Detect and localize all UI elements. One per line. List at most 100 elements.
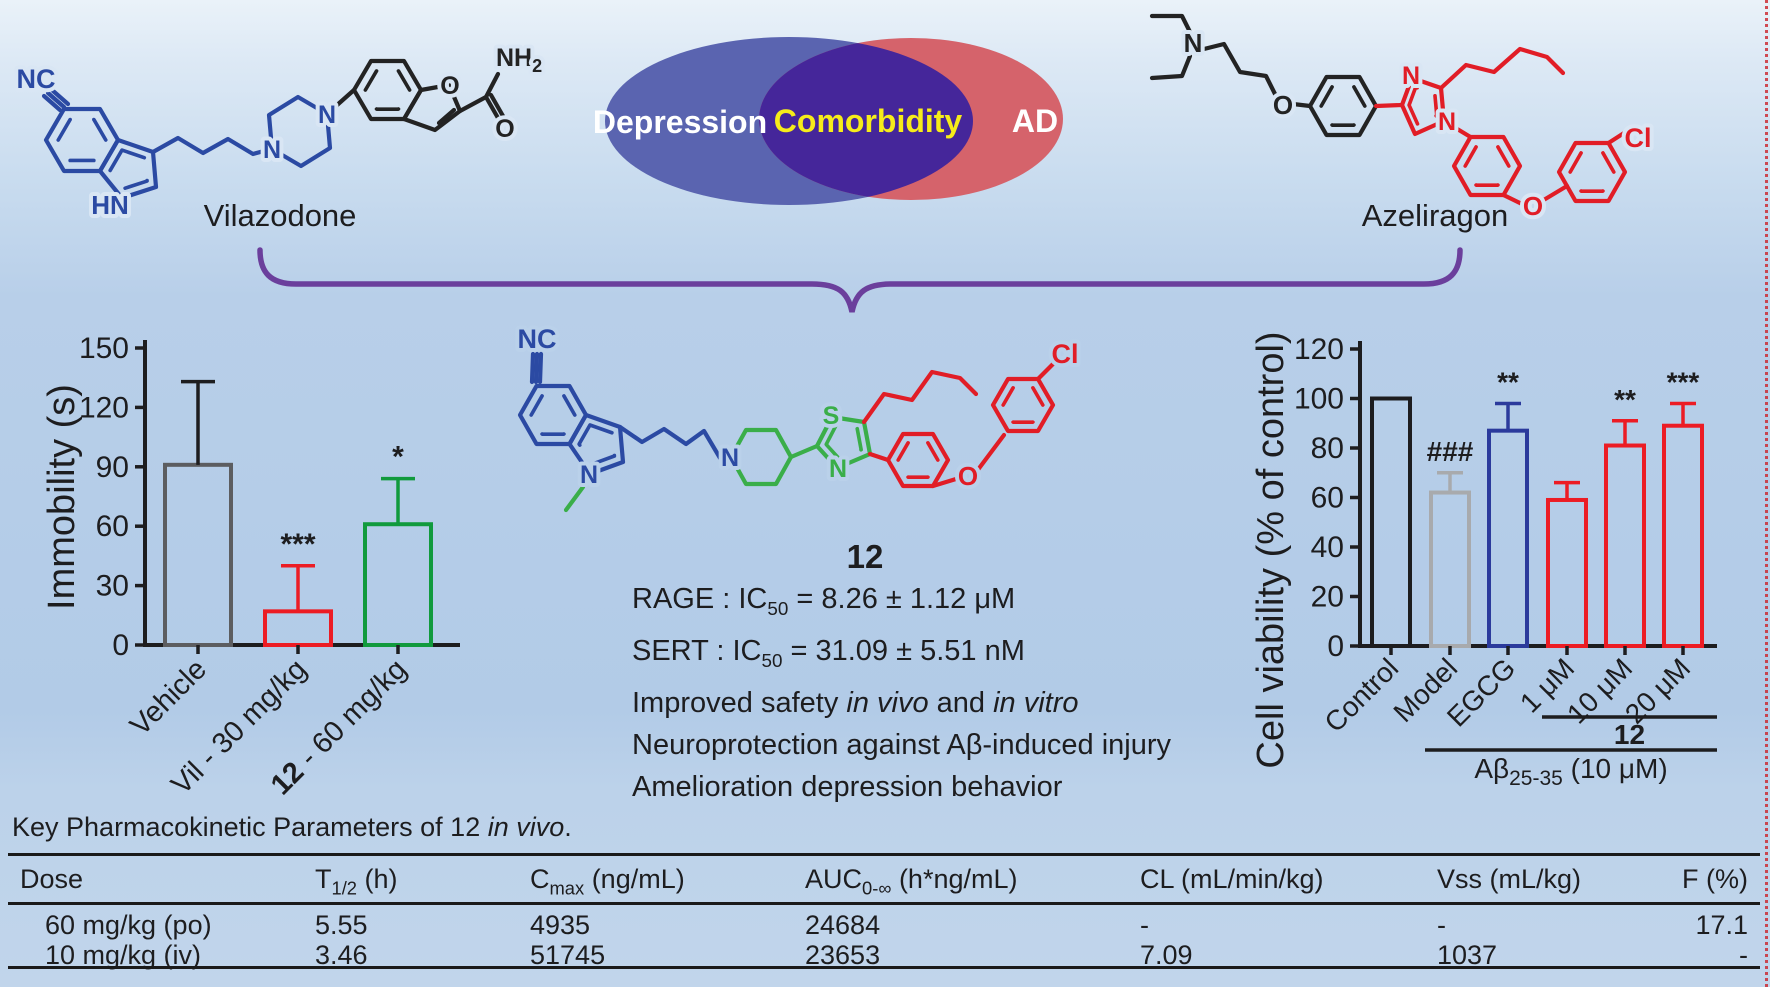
x-category-label: Vehicle — [124, 653, 213, 742]
chlorine-label: Cl — [1625, 123, 1652, 153]
nitrile-label: NC — [17, 64, 56, 94]
pk-row-cell: - — [1437, 910, 1446, 940]
y-tick-label: 0 — [1327, 630, 1344, 663]
bar — [1546, 497, 1588, 648]
pk-header-cell: Dose — [20, 864, 84, 894]
rage-ic50-line: RAGE : IC50 = 8.26 ± 1.12 μM — [632, 583, 1016, 619]
group-label: Aβ25-35 (10 μM) — [1474, 753, 1667, 790]
pk-row-cell: 51745 — [530, 940, 606, 970]
bar — [1604, 443, 1646, 648]
y-tick-label: 90 — [96, 451, 129, 484]
piperazine-n4-label: N — [318, 101, 336, 129]
x-category-label: Control — [1318, 652, 1404, 738]
azeliragon-label: Azeliragon — [1361, 198, 1509, 233]
bar — [363, 522, 433, 647]
amide-nh2-label: NH2 — [496, 44, 542, 76]
furan-o-label: O — [440, 72, 459, 100]
pk-row-cell: 7.09 — [1140, 940, 1193, 970]
significance-annotation: ** — [1614, 384, 1636, 415]
bar — [1429, 490, 1471, 648]
bar — [263, 609, 333, 647]
table-rule-mid — [8, 902, 1760, 905]
venn-diagram: Depression Comorbidity AD — [593, 37, 1063, 205]
venn-ad-label: AD — [1012, 103, 1058, 139]
sert-ic50-line: SERT : IC50 = 31.09 ± 5.51 nM — [632, 634, 1025, 671]
pk-row-cell: 1037 — [1437, 940, 1498, 970]
pk-row-cell: - — [1739, 940, 1748, 970]
vilazodone-structure: NC HN N N O O NH2 — [13, 40, 547, 224]
pk-header-cell: CL (mL/min/kg) — [1140, 864, 1324, 894]
piperidine-n-label: N — [721, 444, 739, 472]
imidazole-n3-label: N — [1402, 62, 1420, 90]
azeliragon-red-part — [1373, 46, 1628, 208]
y-tick-label: 80 — [1311, 432, 1344, 465]
significance-annotation: ### — [1427, 436, 1474, 467]
y-tick-label: 30 — [96, 570, 129, 603]
pk-row-cell: 60 mg/kg (po) — [45, 910, 212, 940]
pk-row-cell: 5.55 — [315, 910, 368, 940]
pk-row-cell: - — [1140, 910, 1149, 940]
indole-n-label: N — [580, 461, 598, 489]
y-tick-label: 60 — [1311, 482, 1344, 515]
y-tick-label: 0 — [112, 629, 129, 662]
indole-nh-label: HN — [91, 190, 129, 220]
pk-header-cell: Cmax (ng/mL) — [530, 864, 685, 899]
pk-header-cell: Vss (mL/kg) — [1437, 864, 1582, 894]
y-tick-label: 100 — [1294, 383, 1344, 416]
compound-properties: RAGE : IC50 = 8.26 ± 1.12 μM SERT : IC50… — [632, 578, 1222, 808]
y-tick-label: 40 — [1311, 531, 1344, 564]
ether-o2-label: O — [1523, 191, 1543, 221]
bar — [1370, 396, 1412, 648]
ether-o-label: O — [1273, 90, 1293, 120]
y-axis-label: Cell viability (% of control) — [1250, 331, 1292, 768]
venn-depression-label: Depression — [593, 104, 767, 140]
pk-row-cell: 23653 — [805, 940, 881, 970]
pk-row-cell: 24684 — [805, 910, 881, 940]
vilazodone-label: Vilazodone — [203, 198, 357, 233]
venn-comorbidity-label: Comorbidity — [774, 103, 963, 139]
pk-row-cell: 17.1 — [1695, 910, 1748, 940]
y-axis-label: Immobility (s) — [41, 384, 83, 610]
page-edge-artifact — [1765, 0, 1768, 987]
compound12-green-part — [563, 414, 873, 513]
compound-12-id: 12 — [846, 538, 884, 575]
chlorine-label: Cl — [1052, 339, 1079, 369]
nitrile-label: NC — [518, 324, 557, 354]
carbonyl-o-label: O — [495, 115, 514, 143]
y-tick-label: 150 — [79, 332, 129, 365]
brace-connector — [257, 247, 1463, 313]
brace-path — [257, 247, 1463, 313]
pk-row-cell: 3.46 — [315, 940, 368, 970]
compound-12-structure: NC N N S N O Cl — [514, 320, 1083, 513]
table-rule-bottom — [8, 966, 1760, 969]
y-tick-label: 60 — [96, 510, 129, 543]
safety-line: Improved safety in vivo and in vitro — [632, 686, 1079, 719]
pk-row-cell: 4935 — [530, 910, 591, 940]
azeliragon-structure: N O N N O Cl — [1149, 13, 1656, 225]
y-tick-label: 120 — [1294, 333, 1344, 366]
thiazole-n-label: N — [829, 455, 847, 483]
significance-annotation: *** — [280, 528, 315, 561]
y-tick-label: 20 — [1311, 581, 1344, 614]
amelioration-line: Amelioration depression behavior — [632, 770, 1063, 803]
y-tick-label: 120 — [79, 391, 129, 424]
pk-header-cell: AUC0-∞ (h*ng/mL) — [805, 864, 1018, 899]
compound12-blue-part — [517, 351, 728, 477]
pk-header-cell: T1/2 (h) — [315, 864, 398, 899]
amine-n-label: N — [1184, 28, 1203, 58]
pk-header-cell: F (%) — [1682, 864, 1748, 894]
vilazodone-blue-part — [41, 87, 333, 201]
significance-annotation: * — [392, 441, 404, 474]
compound12-red-part — [861, 361, 1056, 489]
venn-overlap — [759, 38, 973, 200]
bar — [1662, 423, 1704, 648]
vilazodone-black-part — [324, 58, 506, 133]
significance-annotation: ** — [1497, 366, 1519, 397]
group-label: 12 — [1614, 719, 1645, 750]
ether-o-label: O — [958, 461, 978, 491]
pk-row-cell: 10 mg/kg (iv) — [45, 940, 202, 970]
thiazole-s-label: S — [823, 402, 840, 430]
piperazine-n1-label: N — [263, 136, 281, 164]
